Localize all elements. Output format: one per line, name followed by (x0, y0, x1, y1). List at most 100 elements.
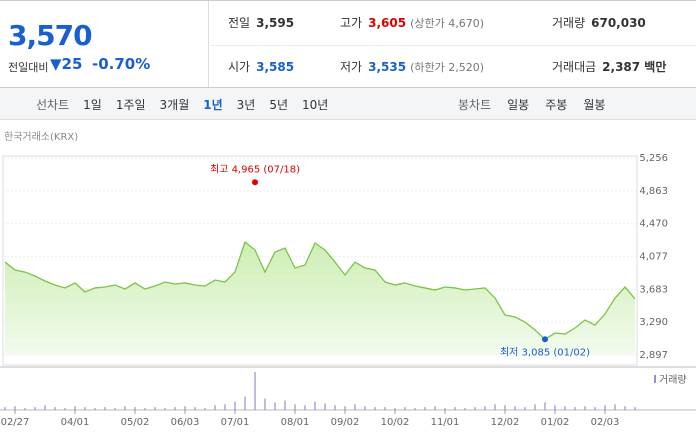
item-label: 시가 (228, 60, 251, 74)
summary-item: 저가 3,535 (하한가 2,520) (340, 57, 484, 77)
volume-bar (384, 407, 386, 410)
volume-bar (214, 405, 216, 410)
volume-bar (624, 406, 626, 410)
x-tick-label: 08/01 (281, 417, 310, 428)
volume-bar (74, 406, 76, 410)
volume-bar (464, 408, 466, 410)
chart: 한국거래소(KRX) 5,256 4,863 4,470 4,077 3,683 3,29… (0, 131, 696, 428)
line (4, 240, 636, 341)
tab[interactable]: 10년 (302, 98, 329, 112)
y-tick-label: 4,077 (639, 251, 668, 262)
tab[interactable]: 일봉 (507, 98, 530, 112)
tab[interactable]: 1주일 (115, 98, 146, 112)
y-tick-label: 4,863 (639, 186, 668, 197)
volume-bar (164, 408, 166, 410)
item-label: 거래대금 (552, 60, 597, 74)
volume-bar (364, 406, 366, 410)
divider (208, 45, 696, 46)
volume-bar (104, 407, 106, 410)
volume-bar (634, 407, 636, 410)
volume-bar (544, 402, 546, 410)
volume-bar (84, 407, 86, 410)
y-tick-label: 4,470 (639, 219, 668, 230)
volume-bar (524, 407, 526, 410)
tab-bar: 선차트 1일 1주일 3개월 1년 3년 5년 10년 봉차트 일봉 주봉 월봉 (0, 88, 696, 120)
line-tabs: 선차트 1일 1주일 3개월 1년 3년 5년 10년 (36, 96, 342, 113)
item-value: 3,585 (256, 60, 295, 74)
summary-item: 시가 3,585 (228, 57, 294, 77)
legend-label: 거래량 (659, 374, 687, 386)
volume-bar (4, 407, 6, 410)
x-tick-label: 01/02 (541, 417, 570, 428)
x-tick-label: 11/01 (431, 417, 460, 428)
volume-bar (314, 401, 316, 410)
volume-bar (184, 406, 186, 410)
tab[interactable]: 월봉 (583, 98, 606, 112)
tab[interactable]: 1년 (203, 98, 223, 112)
tab[interactable]: 주봉 (545, 98, 568, 112)
item-label: 전일 (228, 16, 251, 30)
y-tick-label: 3,290 (639, 317, 668, 328)
volume-bar (344, 406, 346, 410)
volume-bar (234, 401, 236, 410)
volume-bar (224, 404, 226, 410)
volume-bar (124, 406, 126, 410)
price: 3,570 (8, 19, 93, 52)
item-note: (하한가 2,520) (410, 61, 484, 74)
change: ▼25 (50, 55, 83, 73)
volume-bar (474, 407, 476, 410)
item-label: 고가 (340, 16, 363, 30)
change-rate: -0.70% (92, 55, 151, 73)
volume-bar (414, 408, 416, 410)
item-value: 3,535 (368, 60, 407, 74)
x-tick-label: 06/03 (171, 417, 200, 428)
volume-bar (354, 404, 356, 410)
tab[interactable]: 3개월 (159, 98, 190, 112)
candle-tabs: 봉차트 일봉 주봉 월봉 (458, 96, 621, 113)
tab-label: 선차트 (36, 98, 70, 112)
item-value: 2,387 백만 (602, 60, 667, 74)
tab[interactable]: 1일 (83, 98, 102, 112)
annotation-label: 최저 3,085 (01/02) (500, 346, 590, 358)
volume-bar (304, 405, 306, 410)
x-tick-label: 07/01 (221, 417, 250, 428)
volume-bar (484, 406, 486, 410)
volume-bar (434, 406, 436, 410)
volume-bar (444, 408, 446, 410)
summary-item: 거래량 670,030 (552, 13, 646, 33)
volume-bar (24, 408, 26, 410)
volume-bar (554, 405, 556, 410)
volume-bar (604, 405, 606, 410)
volume-bar (34, 407, 36, 410)
volume-bar (264, 398, 266, 410)
x-tick-label: 09/02 (331, 417, 360, 428)
volume-bar (374, 407, 376, 410)
volume-bar (394, 408, 396, 410)
volume-bar (564, 406, 566, 410)
volume-bar (504, 405, 506, 410)
annotation-marker (542, 336, 548, 343)
volume-bar (534, 404, 536, 410)
y-tick-label: 2,897 (639, 350, 668, 361)
volume-bar (154, 407, 156, 410)
x-tick-label: 02/27 (1, 417, 30, 428)
item-value: 3,605 (368, 16, 407, 30)
volume-bar (514, 406, 516, 410)
tab[interactable]: 3년 (236, 98, 256, 112)
volume-bar (424, 407, 426, 410)
x-tick-label: 12/02 (491, 417, 520, 428)
volume-bar (54, 407, 56, 410)
volume-bar (334, 405, 336, 410)
volume-bar (14, 406, 16, 410)
annotation-label: 최고 4,965 (07/18) (210, 163, 300, 175)
quote-header: 3,570 전일대비 ▼25 -0.70% 전일 3,595 고가 3,605 (상한가… (0, 0, 696, 88)
volume-bar (204, 408, 206, 410)
volume-bar (294, 404, 296, 410)
item-label: 거래량 (552, 16, 586, 30)
tab[interactable]: 5년 (269, 98, 289, 112)
source: 한국거래소(KRX) (4, 131, 78, 143)
volume-bar (614, 404, 616, 410)
summary-item: 전일 3,595 (228, 13, 294, 33)
item-value: 3,595 (256, 16, 295, 30)
